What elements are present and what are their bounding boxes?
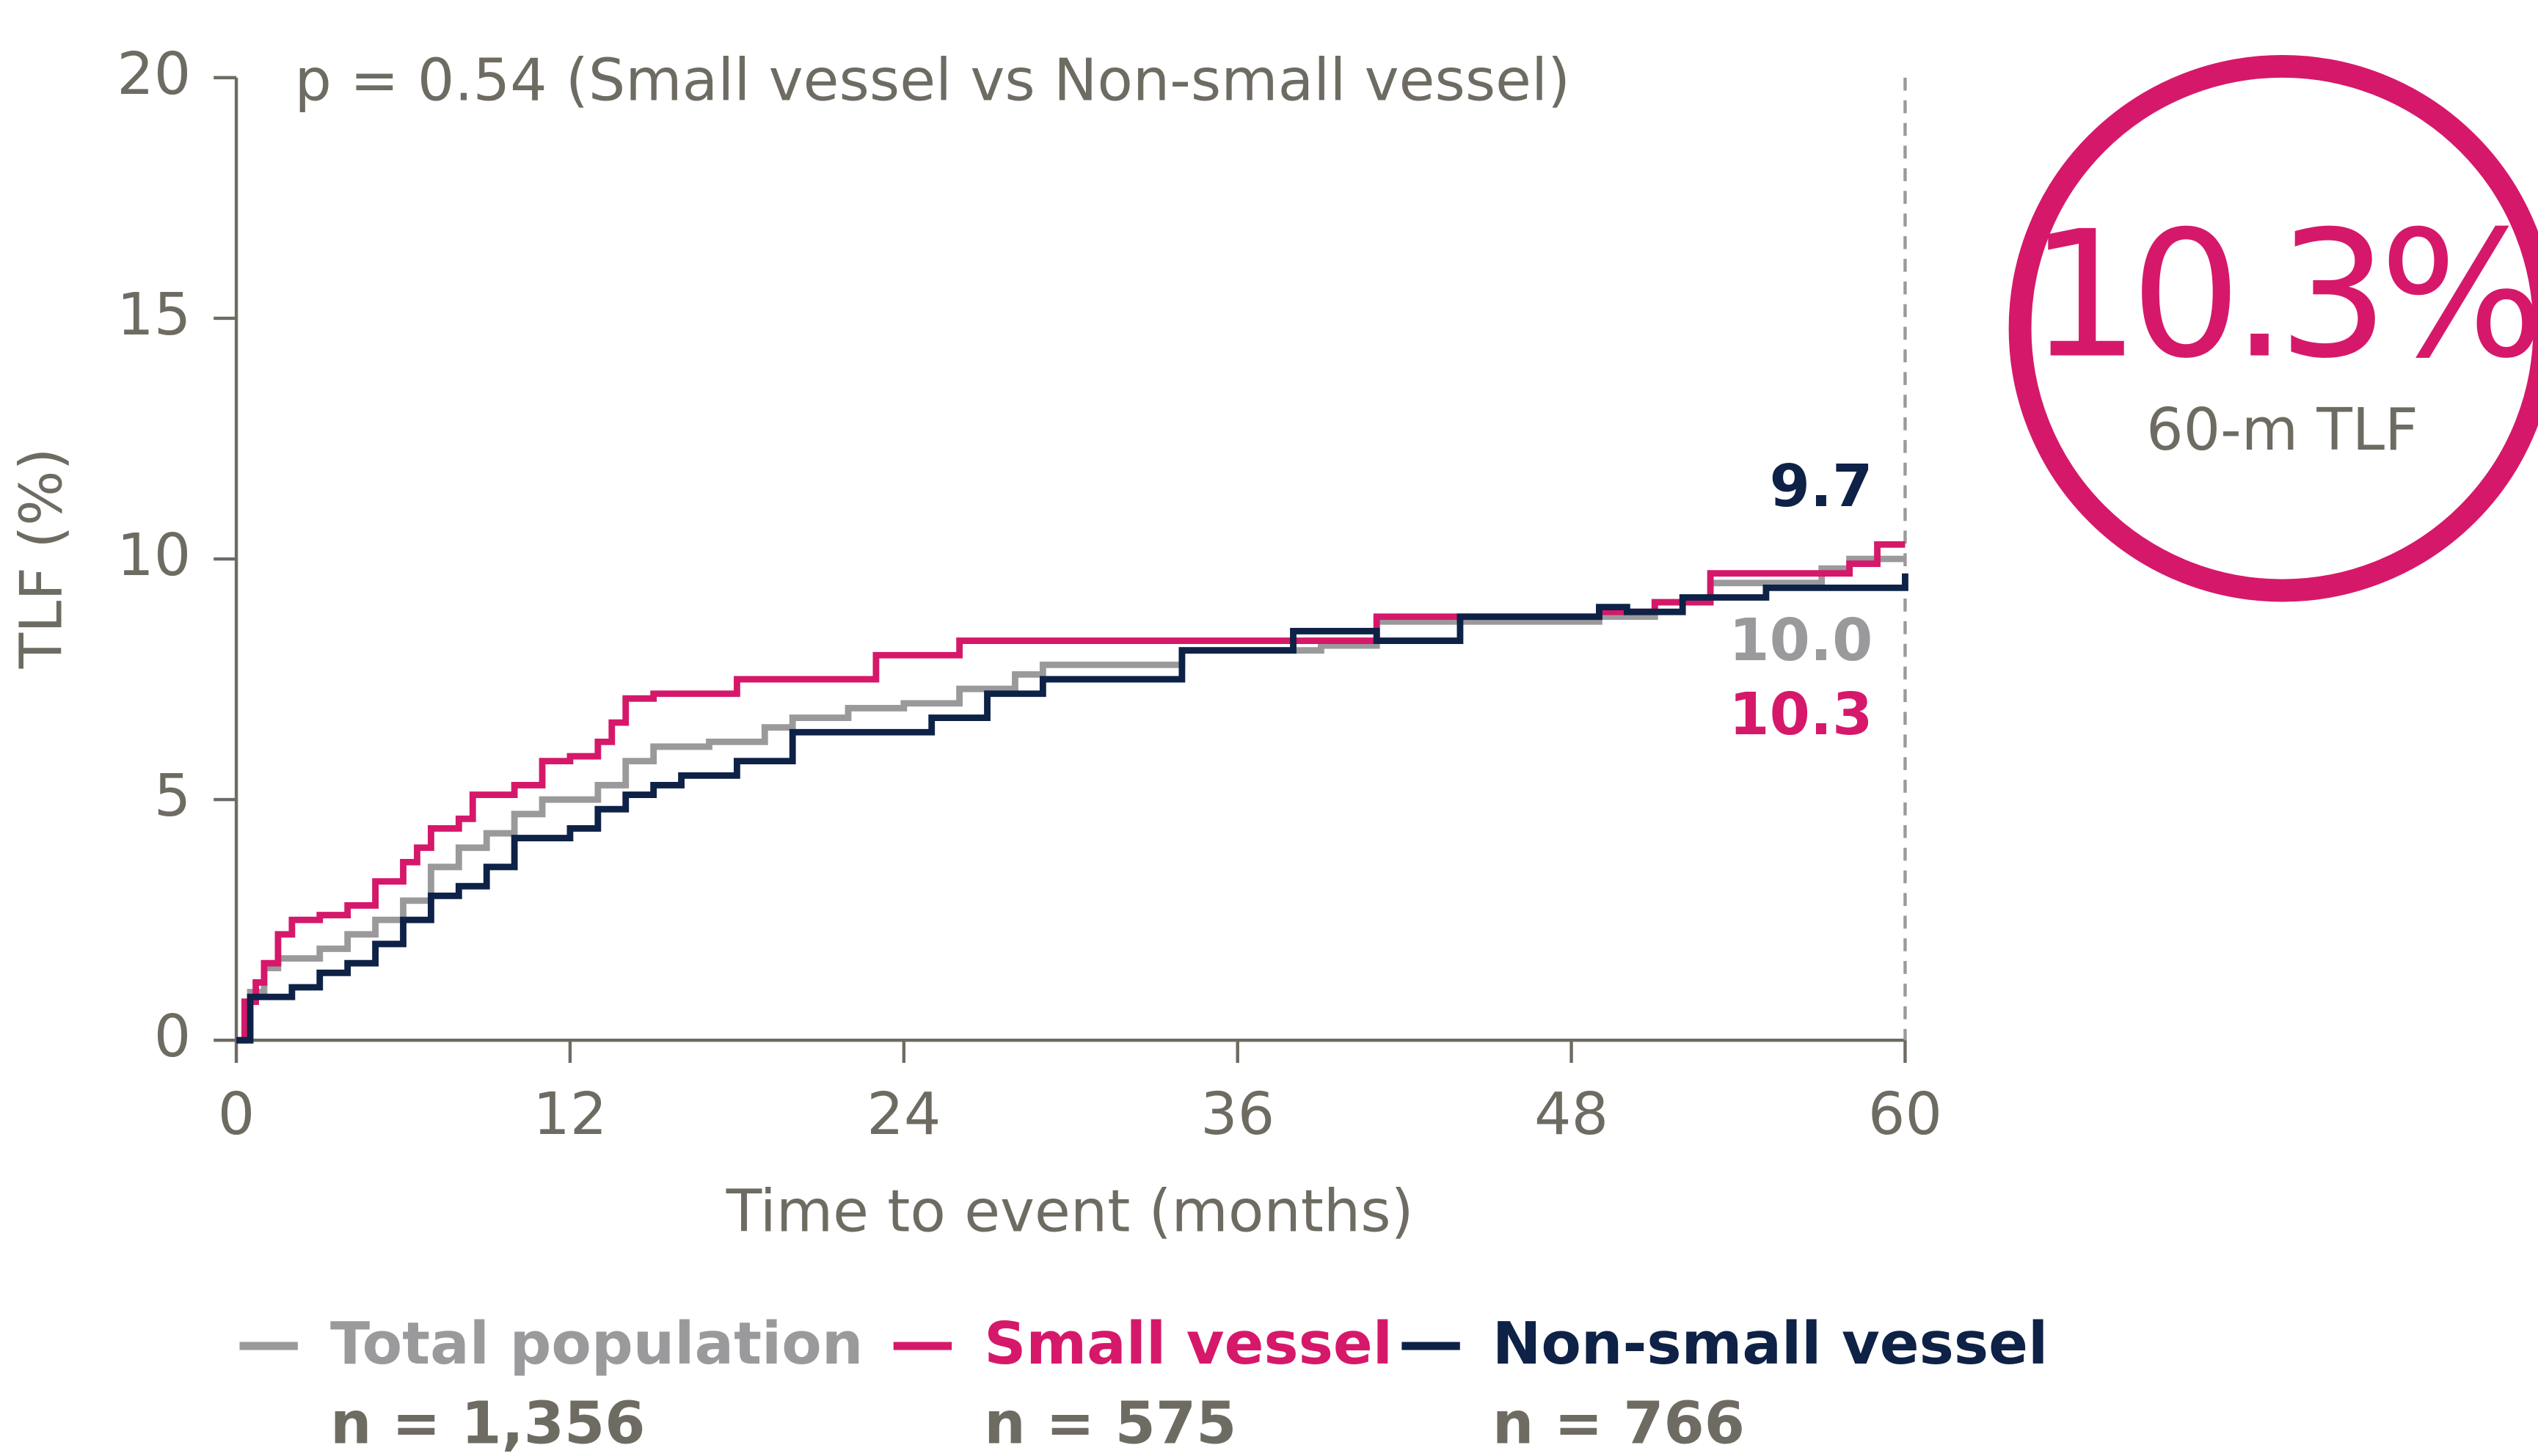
highlight-value: 10.3%: [2029, 194, 2537, 397]
end-label: 9.7: [1770, 452, 1873, 520]
end-label: 10.0: [1729, 606, 1872, 674]
x-tick-label: 36: [1200, 1080, 1275, 1148]
legend-name: Total population: [330, 1309, 863, 1378]
highlight-circle: [2008, 55, 2538, 602]
y-tick-label: 0: [154, 1002, 192, 1070]
legend-name: Small vessel: [984, 1309, 1393, 1378]
x-tick-label: 12: [533, 1080, 607, 1148]
y-tick-label: 10: [117, 521, 191, 589]
y-tick-label: 20: [117, 40, 191, 108]
x-tick-label: 60: [1868, 1080, 1942, 1148]
highlight-label: 60-m TLF: [2146, 395, 2418, 464]
y-tick-label: 5: [154, 761, 192, 830]
legend-n: n = 575: [984, 1389, 1236, 1456]
x-tick-label: 24: [867, 1080, 941, 1148]
y-tick-label: 15: [117, 280, 191, 348]
legend-name: Non-small vessel: [1492, 1309, 2048, 1378]
km-curve: [236, 573, 1908, 1044]
x-axis-label: Time to event (months): [726, 1177, 1414, 1245]
y-axis-label: TLF (%): [7, 447, 76, 669]
p-value: p = 0.54 (Small vessel vs Non-small vess…: [294, 46, 1570, 114]
legend-n: n = 1,356: [330, 1389, 645, 1456]
end-label: 10.3: [1729, 680, 1872, 748]
km-curve: [236, 555, 1906, 1044]
legend-n: n = 766: [1492, 1389, 1745, 1456]
x-tick-label: 48: [1534, 1080, 1608, 1148]
x-tick-label: 0: [218, 1080, 255, 1148]
